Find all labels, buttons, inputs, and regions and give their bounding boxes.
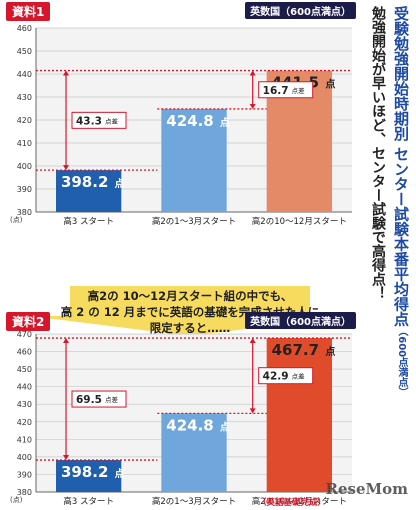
value-label: 398.2 xyxy=(61,463,108,481)
value-label: 398.2 xyxy=(61,173,108,191)
bar-chart-2: 380 390 400 410 420 430 440 450 460 470 (点) 398.2 点高… xyxy=(10,330,352,507)
diff-arrow-head xyxy=(63,165,70,171)
diff-label: 69.5 xyxy=(76,394,102,406)
bar xyxy=(266,338,332,492)
diff-arrow-head xyxy=(249,103,256,109)
y-unit-label: (点) xyxy=(10,496,23,504)
y-tick-label: 410 xyxy=(17,139,32,148)
diff-unit-label: 点差 xyxy=(105,395,119,404)
y-tick-label: 380 xyxy=(17,208,32,217)
chart-tag: 英数国（600点満点） xyxy=(245,312,356,329)
y-tick-label: 380 xyxy=(17,488,32,497)
diff-arrow-head xyxy=(249,408,256,414)
chart-panel-1: 資料1 英数国（600点満点） 380 390 400 410 420 430 440 450… xyxy=(6,2,356,264)
banner-line-3: 限定すると…… xyxy=(149,321,231,335)
bar xyxy=(161,413,227,492)
bar xyxy=(56,460,122,492)
y-tick-label: 390 xyxy=(17,470,32,479)
chart-badge: 資料2 xyxy=(6,312,51,331)
banner-line-1: 高2の 10～12月スタート組の中でも、 xyxy=(87,289,293,303)
x-tick-label: 高2の1～3月スタート xyxy=(152,216,236,227)
bar xyxy=(56,170,122,212)
chart-panel-2: 資料2 英数国（600点満点） 380 390 400 410 420 430 440 450… xyxy=(6,262,356,507)
value-unit-label: 点 xyxy=(115,177,125,190)
x-tick-label: 高3 スタート xyxy=(63,216,114,227)
value-unit-label: 点 xyxy=(220,116,230,129)
y-tick-label: 430 xyxy=(17,93,32,102)
chart-tag: 英数国（600点満点） xyxy=(245,2,356,19)
diff-arrow-head xyxy=(63,455,70,461)
y-tick-label: 420 xyxy=(17,418,32,427)
x-tick-label: 高2の10～12月スタート xyxy=(252,216,347,227)
resemom-logo: ReseMom xyxy=(325,480,408,498)
y-tick-label: 440 xyxy=(17,383,32,392)
y-tick-label: 470 xyxy=(17,330,32,339)
footer-note: （英語基礎完成） xyxy=(258,498,327,508)
diff-label: 16.7 xyxy=(263,85,289,97)
diff-unit-label: 点差 xyxy=(292,372,306,381)
diff-box xyxy=(258,81,314,99)
bar-chart-1: 380 390 400 410 420 430 440 450 460 (点) 398.2 点高3 ス… xyxy=(10,24,352,227)
y-tick-label: 400 xyxy=(17,162,32,171)
bar xyxy=(161,108,227,212)
y-tick-label: 460 xyxy=(17,24,32,33)
y-tick-label: 450 xyxy=(17,47,32,56)
diff-arrow-head xyxy=(63,70,70,76)
diff-label: 42.9 xyxy=(263,371,289,383)
value-unit-label: 点 xyxy=(220,420,230,433)
diff-box xyxy=(71,111,127,129)
value-label: 424.8 xyxy=(166,416,213,434)
value-label: 467.7 xyxy=(272,341,319,359)
chart-badge: 資料1 xyxy=(6,2,51,21)
y-tick-label: 460 xyxy=(17,348,32,357)
value-label: 424.8 xyxy=(166,112,213,130)
x-tick-label: 高2の10～12月スタート xyxy=(252,496,347,507)
diff-label: 43.3 xyxy=(76,115,102,127)
y-tick-label: 430 xyxy=(17,400,32,409)
y-tick-label: 400 xyxy=(17,453,32,462)
value-unit-label: 点 xyxy=(325,345,335,358)
x-tick-label: 高2の1～3月スタート xyxy=(152,496,236,507)
side-subtitle: 勉強開始が早いほど、センター試験で高得点！ xyxy=(370,6,386,300)
diff-box xyxy=(71,390,127,408)
diff-unit-label: 点差 xyxy=(292,86,306,95)
diff-unit-label: 点差 xyxy=(105,116,119,125)
diff-arrow-head xyxy=(63,338,70,344)
y-tick-label: 420 xyxy=(17,116,32,125)
x-tick-label: 高3 スタート xyxy=(63,496,114,507)
y-tick-label: 440 xyxy=(17,70,32,79)
diff-arrow-head xyxy=(249,70,256,76)
value-unit-label: 点 xyxy=(115,467,125,480)
diff-arrow-head xyxy=(249,338,256,344)
y-tick-label: 410 xyxy=(17,435,32,444)
diff-box xyxy=(258,367,314,385)
value-unit-label: 点 xyxy=(325,78,335,91)
y-unit-label: (点) xyxy=(10,216,23,224)
y-tick-label: 390 xyxy=(17,185,32,194)
side-title: 受験勉強開始時期別 センター試験本番平均得点（600点満点） xyxy=(392,6,410,398)
y-tick-label: 450 xyxy=(17,365,32,374)
